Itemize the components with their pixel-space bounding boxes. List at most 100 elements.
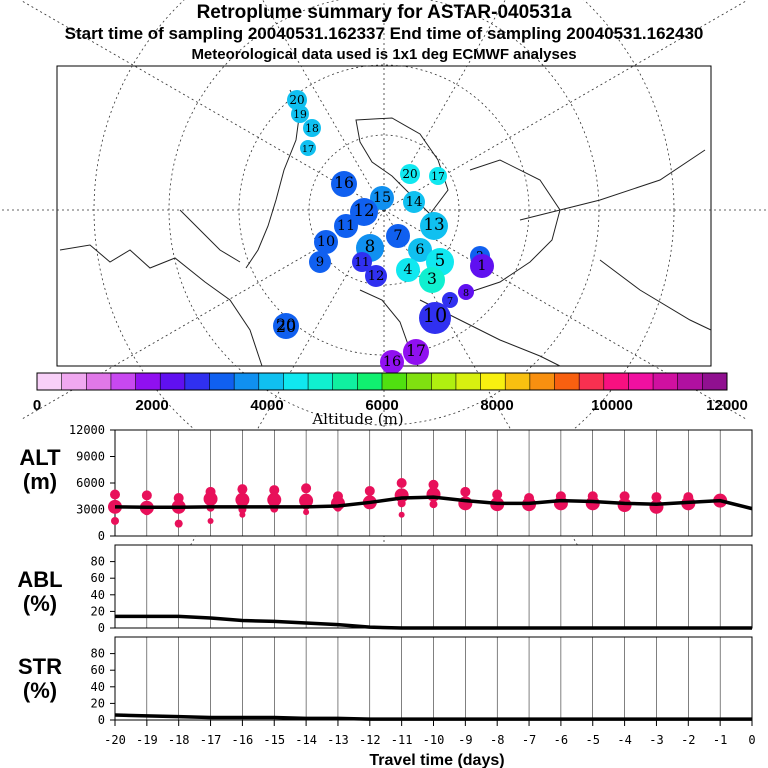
cluster-point	[429, 500, 438, 509]
plume-marker	[419, 267, 445, 293]
colorbar-swatch	[258, 373, 284, 390]
plume-marker	[273, 313, 299, 339]
plume-day-label: 17	[406, 342, 426, 360]
plume-marker	[400, 164, 420, 184]
colorbar-swatch	[455, 373, 481, 390]
colorbar-swatch	[160, 373, 186, 390]
x-tick-label: -8	[490, 733, 504, 747]
plume-day-label: 5	[435, 250, 446, 270]
chart-title: Retroplume summary for ASTAR-040531a	[196, 2, 572, 23]
cluster-point	[239, 511, 246, 518]
y-tick-label: 12000	[69, 423, 105, 437]
panel-ylabel: ABL	[17, 567, 62, 592]
sample-location-label: 20	[276, 317, 296, 336]
y-tick-label: 0	[98, 529, 105, 543]
colorbar-swatch	[135, 373, 161, 390]
plume-day-label: 1	[477, 258, 486, 274]
plume-day-label: 16	[334, 174, 354, 192]
plume-day-label: 16	[383, 354, 401, 370]
colorbar-swatch	[283, 373, 309, 390]
colorbar-swatch	[529, 373, 555, 390]
plume-day-label: 12	[353, 200, 374, 220]
cluster-point	[108, 499, 122, 514]
cluster-point	[237, 484, 248, 495]
cluster-point	[235, 492, 250, 507]
cluster-point	[142, 507, 151, 516]
meridian-line	[20, 0, 385, 211]
cluster-point	[110, 489, 120, 500]
plume-marker	[442, 292, 458, 308]
cluster-point	[267, 492, 282, 507]
x-tick-label: -10	[423, 733, 445, 747]
plume-day-label: 11	[337, 218, 355, 234]
plume-marker	[458, 284, 474, 300]
colorbar-axis-label: Altitude (m)	[311, 410, 403, 428]
plume-day-label: 10	[317, 234, 335, 250]
plume-day-label: 10	[423, 304, 447, 327]
x-axis-title: Travel time (days)	[369, 752, 504, 768]
plume-marker	[408, 238, 432, 262]
plume-marker	[403, 191, 425, 213]
colorbar-swatch	[628, 373, 654, 390]
colorbar-swatch	[61, 373, 87, 390]
fraction-line	[115, 614, 752, 630]
plume-day-label: 8	[365, 236, 376, 256]
cluster-point	[428, 479, 439, 490]
colorbar-swatch	[702, 373, 728, 390]
panel-ylabel: ALT	[19, 445, 61, 470]
colorbar-swatch	[431, 373, 457, 390]
colorbar-swatch	[603, 373, 629, 390]
colorbar-swatch	[382, 373, 407, 390]
cluster-point	[553, 496, 568, 511]
plume-day-label: 9	[316, 255, 324, 270]
x-tick-label: -5	[586, 733, 600, 747]
str-panel: 0 20 40 60 80 STR(%)	[18, 636, 753, 727]
abl-panel: 0 20 40 60 80 ABL(%)	[17, 544, 753, 635]
panel-ylabel-unit: (%)	[23, 678, 57, 703]
cluster-point	[207, 517, 214, 524]
colorbar-tick-label: 10000	[591, 397, 633, 414]
y-tick-label: 6000	[76, 476, 105, 490]
cluster-point	[364, 485, 375, 496]
plume-day-label: 17	[431, 170, 445, 183]
cluster-point	[396, 478, 407, 488]
plume-marker	[300, 140, 316, 156]
x-tick-label: 0	[748, 733, 755, 747]
colorbar-tick-label: 8000	[480, 397, 513, 414]
plume-day-label: 20	[402, 167, 417, 181]
fraction-line	[114, 713, 752, 721]
plume-marker	[370, 186, 394, 210]
cluster-point	[649, 499, 664, 514]
x-axis: -20 -19 -18 -17 -16 -15 -14 -13 -12 -11 -10 -9 -8 -7-…	[104, 720, 756, 768]
cluster-point	[492, 489, 503, 500]
panel-ylabel: STR	[18, 654, 62, 679]
plume-markers: 2019181716151413121110987654321101716202…	[273, 90, 494, 374]
plume-marker	[287, 90, 307, 110]
colorbar-swatch	[184, 373, 210, 390]
plume-marker	[429, 167, 447, 185]
y-tick-label: 3000	[76, 503, 105, 517]
y-tick-label: 80	[91, 647, 105, 661]
plume-day-label: 15	[373, 190, 391, 206]
y-tick-label: 40	[91, 680, 105, 694]
meridian-line	[262, 0, 385, 211]
plume-marker	[309, 251, 331, 273]
x-tick-label: -16	[232, 733, 254, 747]
colorbar-swatch	[480, 373, 506, 390]
plume-marker	[396, 258, 420, 282]
colorbar: 0 2000 4000 6000 8000 10000 12000 Altitude (m)	[33, 372, 748, 428]
x-tick-label: -3	[649, 733, 663, 747]
colorbar-swatch	[677, 373, 703, 390]
cluster-point	[111, 516, 119, 525]
coastline	[179, 209, 241, 263]
cluster-point	[460, 486, 471, 497]
plume-marker	[352, 252, 372, 272]
y-tick-label: 9000	[76, 450, 105, 464]
y-tick-label: 60	[91, 663, 105, 677]
coastline	[59, 244, 263, 367]
plume-marker	[380, 350, 404, 374]
cluster-point	[203, 491, 218, 506]
colorbar-swatch	[234, 373, 260, 390]
cluster-point	[303, 509, 310, 516]
